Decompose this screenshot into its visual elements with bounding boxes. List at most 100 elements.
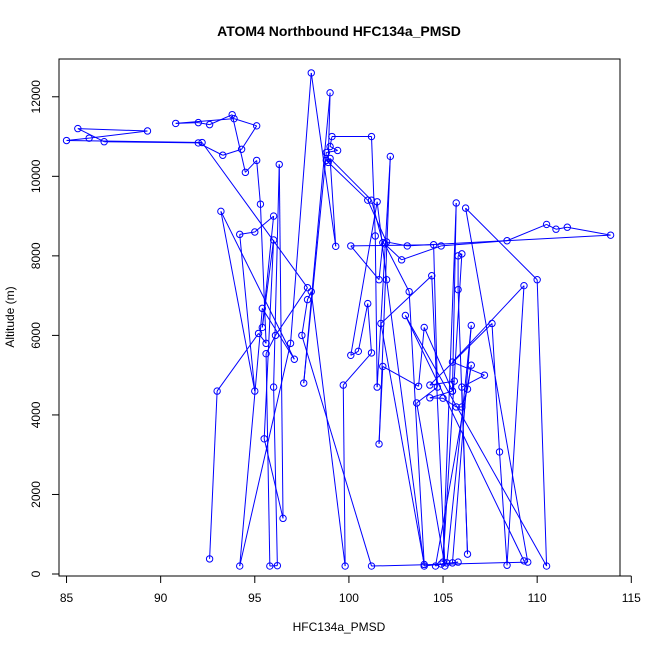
data-point <box>347 351 355 359</box>
series-segment <box>329 158 372 201</box>
series-segment <box>382 365 419 387</box>
data-point <box>324 158 332 167</box>
data-point <box>386 152 395 161</box>
series-segment <box>376 156 391 388</box>
series-line <box>66 72 611 567</box>
data-point <box>463 550 472 558</box>
data-point <box>194 118 203 127</box>
data-point <box>172 119 180 128</box>
series-segment <box>350 201 378 356</box>
series-segment <box>452 285 525 363</box>
data-point <box>448 559 457 567</box>
data-point <box>520 281 528 290</box>
series-segment <box>329 158 337 247</box>
series-segment <box>329 146 338 151</box>
series-segment <box>465 208 529 563</box>
series-segment <box>303 152 327 384</box>
series-segment <box>378 366 384 444</box>
series-segment <box>429 323 493 386</box>
series-segment <box>499 451 508 566</box>
data-point <box>420 323 428 332</box>
y-tick-label: 10000 <box>29 159 43 193</box>
data-point <box>420 562 428 570</box>
data-point <box>333 146 342 155</box>
data-point <box>448 358 457 366</box>
series-segment <box>259 204 267 344</box>
series-segment <box>254 215 274 233</box>
series-segment <box>380 323 425 565</box>
data-point <box>371 232 379 240</box>
series-segment <box>201 142 308 288</box>
x-axis-label: HFC134a_PMSD <box>293 620 386 634</box>
y-tick-label: 8000 <box>29 242 43 269</box>
data-point <box>237 145 246 153</box>
data-point <box>401 311 410 320</box>
series-segment <box>231 114 246 173</box>
series-segment <box>342 352 372 386</box>
series-segment <box>350 350 359 356</box>
data-point <box>461 204 470 212</box>
data-point <box>230 114 238 123</box>
data-point <box>480 371 489 379</box>
series-segment <box>567 226 611 236</box>
series-segment <box>404 315 525 562</box>
series-segment <box>452 361 485 376</box>
series-segment <box>198 142 224 156</box>
data-point <box>542 562 551 570</box>
data-point <box>279 514 287 523</box>
series-segment <box>380 275 433 324</box>
data-point <box>303 283 312 292</box>
series-segment <box>233 118 257 127</box>
series-points <box>62 69 615 570</box>
series-segment <box>310 291 346 567</box>
series-segment <box>506 285 525 566</box>
data-point <box>300 379 308 387</box>
y-tick-label: 2000 <box>29 481 43 508</box>
series-segment <box>239 343 292 567</box>
data-point <box>326 142 334 151</box>
data-point <box>219 151 227 159</box>
data-point <box>405 287 413 296</box>
data-point <box>269 383 278 391</box>
y-axis: 0 2000 4000 6000 8000 10000 12000 <box>29 80 60 577</box>
data-point <box>454 558 462 566</box>
data-point <box>429 241 438 249</box>
data-point <box>379 362 387 371</box>
y-tick-label: 4000 <box>29 401 43 428</box>
series-segment <box>371 136 376 236</box>
data-point <box>454 285 462 294</box>
data-point <box>143 127 152 135</box>
series-segment <box>491 323 501 452</box>
series-segment <box>307 291 312 300</box>
data-point <box>194 139 203 147</box>
series-segment <box>367 199 388 243</box>
series-segment <box>446 325 472 563</box>
series-segment <box>442 202 457 563</box>
data-point <box>298 331 306 340</box>
data-point <box>542 220 551 229</box>
data-point <box>286 339 295 348</box>
data-point <box>266 562 274 570</box>
data-point <box>606 231 615 239</box>
series-segment <box>77 128 148 132</box>
data-point <box>373 383 381 391</box>
data-point <box>213 387 221 395</box>
data-point <box>426 394 434 402</box>
series-segment <box>431 275 446 567</box>
data-point <box>275 160 283 169</box>
y-tick-label: 6000 <box>29 322 43 349</box>
series-segment <box>408 291 425 565</box>
data-point <box>339 381 347 389</box>
series-segment <box>301 335 372 567</box>
series-segment <box>220 211 295 360</box>
data-point <box>439 558 447 566</box>
data-point <box>552 225 560 233</box>
data-point <box>254 329 263 338</box>
data-point <box>503 561 511 569</box>
data-point <box>458 250 466 258</box>
data-point <box>495 448 504 456</box>
data-point <box>217 207 225 216</box>
series-segment <box>407 234 611 247</box>
x-tick-label: 105 <box>433 591 453 605</box>
